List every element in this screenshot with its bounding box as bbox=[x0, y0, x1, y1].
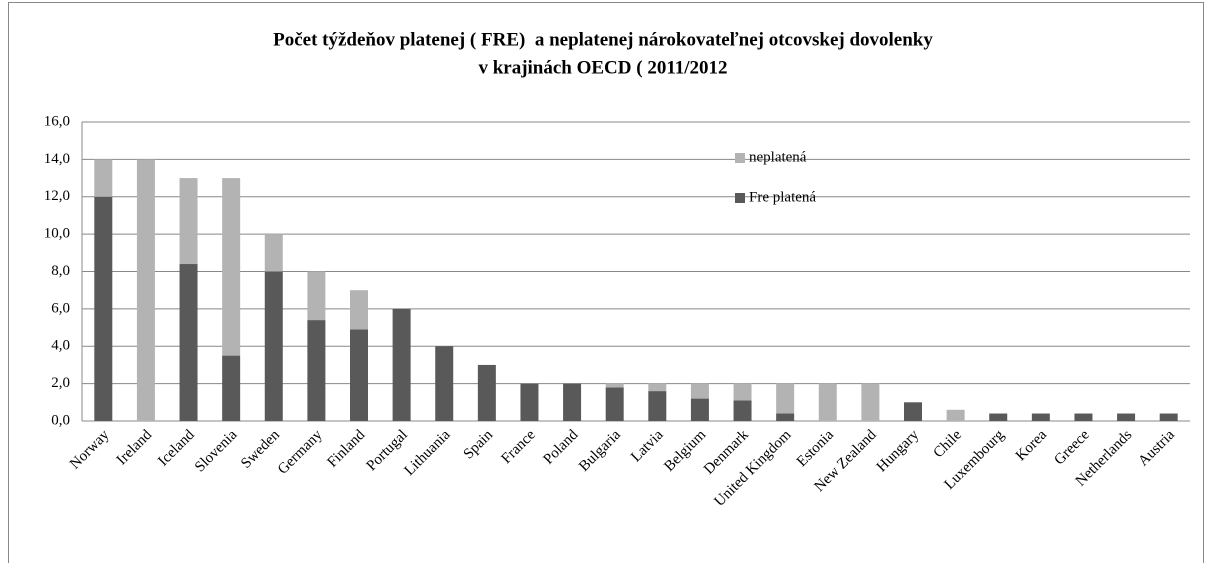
bar-segment bbox=[648, 383, 667, 392]
y-tick-label: 14,0 bbox=[44, 151, 70, 167]
y-tick-label: 10,0 bbox=[44, 226, 70, 242]
bar-segment bbox=[179, 178, 198, 265]
y-tick-label: 16,0 bbox=[44, 113, 70, 129]
bar-segment bbox=[690, 383, 709, 399]
bar-segment bbox=[477, 364, 496, 421]
bar-segment bbox=[690, 398, 709, 421]
bar-segment bbox=[605, 383, 624, 388]
bar-segment bbox=[733, 383, 752, 401]
bar-segment bbox=[904, 402, 922, 421]
bar-segment bbox=[94, 159, 113, 197]
bar-segment bbox=[733, 400, 752, 421]
bar-segment bbox=[222, 355, 241, 421]
bar-segment bbox=[435, 346, 454, 421]
bar-segment bbox=[136, 159, 155, 421]
bar-segment bbox=[946, 409, 965, 421]
bar-segment bbox=[648, 391, 667, 421]
legend-label: Fre platená bbox=[749, 189, 816, 205]
bar-segment bbox=[861, 383, 880, 421]
bar-segment bbox=[264, 234, 283, 272]
bar-segment bbox=[1117, 413, 1136, 421]
y-tick-label: 6,0 bbox=[51, 300, 70, 316]
bar-segment bbox=[563, 383, 582, 421]
bar-segment bbox=[1031, 413, 1050, 421]
y-tick-label: 2,0 bbox=[51, 375, 70, 391]
bar-segment bbox=[307, 320, 326, 421]
bar-segment bbox=[264, 271, 283, 421]
y-tick-label: 4,0 bbox=[51, 338, 70, 354]
bar-segment bbox=[1074, 413, 1093, 421]
bar-segment bbox=[989, 413, 1008, 421]
bar-segment bbox=[520, 383, 539, 421]
chart-title: Počet týždeňov platenej ( FRE) a neplate… bbox=[273, 29, 933, 50]
y-tick-label: 12,0 bbox=[44, 188, 70, 204]
chart-title: v krajinách OECD ( 2011/2012 bbox=[478, 57, 727, 78]
bar-segment bbox=[1159, 413, 1178, 421]
bar-segment bbox=[392, 308, 411, 421]
bar-segment bbox=[350, 290, 368, 330]
bar-segment bbox=[605, 387, 624, 421]
chart-border bbox=[8, 2, 1204, 563]
bar-segment bbox=[776, 413, 795, 421]
legend-swatch bbox=[735, 193, 745, 203]
bar-segment bbox=[307, 271, 326, 321]
bar-segment bbox=[776, 383, 795, 414]
bar-segment bbox=[222, 178, 241, 356]
legend-swatch bbox=[735, 153, 745, 163]
bar-segment bbox=[179, 264, 198, 421]
y-tick-label: 0,0 bbox=[51, 412, 70, 428]
y-tick-label: 8,0 bbox=[51, 263, 70, 279]
bar-segment bbox=[818, 383, 837, 421]
bar-segment bbox=[94, 196, 113, 421]
bar-segment bbox=[350, 329, 368, 421]
legend-label: neplatená bbox=[749, 149, 807, 165]
